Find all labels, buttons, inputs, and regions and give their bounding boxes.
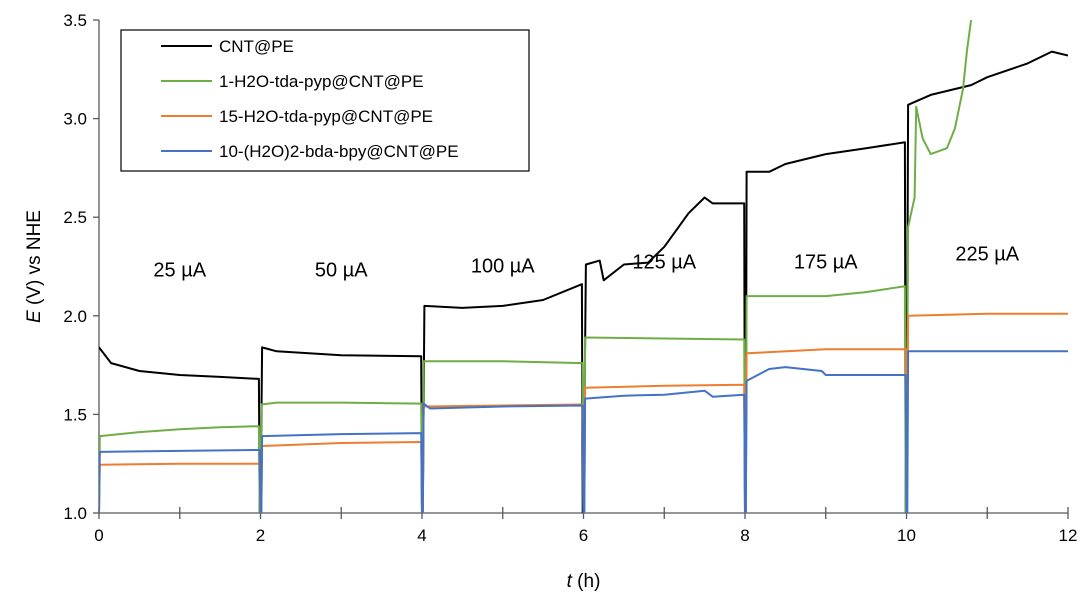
y-tick-label: 2.5 (63, 208, 87, 227)
y-axis-title: E (V) vs NHE (24, 210, 45, 323)
current-label: 125 µA (632, 251, 696, 273)
y-tick-label: 1.0 (63, 504, 87, 523)
legend-label: 10-(H2O)2-bda-bpy@CNT@PE (219, 142, 459, 161)
y-tick-label: 3.5 (63, 11, 87, 30)
series-group (99, 20, 1068, 513)
x-axis-title-italic: t (567, 571, 573, 592)
current-label: 225 µA (955, 244, 1019, 266)
series-line-3 (99, 350, 1068, 513)
x-axis-title: t (h) (567, 571, 601, 592)
current-label: 100 µA (471, 255, 535, 277)
current-label: 175 µA (794, 251, 858, 273)
series-line-1 (99, 20, 973, 513)
legend-label: 1-H2O-tda-pyp@CNT@PE (219, 72, 424, 91)
y-axis-title-rest: (V) vs NHE (24, 210, 45, 310)
legend-box (120, 29, 530, 172)
legend-label: CNT@PE (219, 37, 294, 56)
y-tick-label: 1.5 (63, 405, 87, 424)
axes: 0 2 4 6 8 10 12 1.0 1.5 2.0 2.5 3.0 3.5 t (h) E (V) vs… (24, 11, 1077, 592)
current-label: 50 µA (315, 259, 368, 281)
x-tick-label: 4 (417, 526, 426, 545)
current-label: 25 µA (153, 259, 206, 281)
x-tick-label: 6 (579, 526, 588, 545)
x-tick-label: 2 (256, 526, 265, 545)
y-axis-title-italic: E (24, 310, 45, 323)
x-tick-label: 8 (740, 526, 749, 545)
legend-label: 15-H2O-tda-pyp@CNT@PE (219, 107, 433, 126)
legend: CNT@PE 1-H2O-tda-pyp@CNT@PE 15-H2O-tda-pyp… (120, 29, 530, 172)
series-line-0 (99, 50, 1068, 513)
x-axis-title-rest: (h) (572, 571, 601, 592)
y-tick-label: 2.0 (63, 307, 87, 326)
y-tick-label: 3.0 (63, 110, 87, 129)
x-tick-label: 12 (1059, 526, 1078, 545)
x-tick-label: 10 (897, 526, 916, 545)
x-tick-label: 0 (94, 526, 103, 545)
annotations: 25 µA 50 µA 100 µA 125 µA 175 µA 225 µA (153, 244, 1019, 282)
